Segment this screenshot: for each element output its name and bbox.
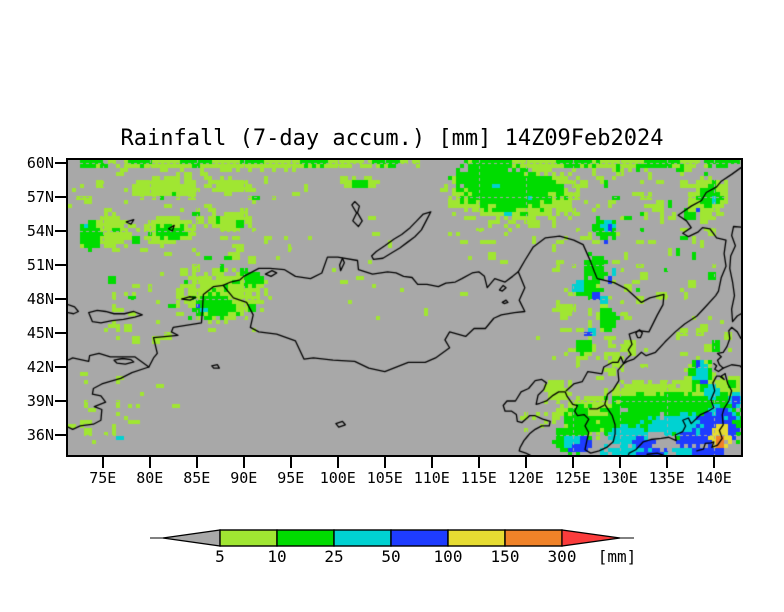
x-tick-mark (524, 457, 527, 468)
x-tick-mark (477, 457, 480, 468)
x-tick-mark (336, 457, 339, 468)
colorbar-segment (333, 529, 392, 547)
x-tick-mark (571, 457, 574, 468)
x-tick-mark (618, 457, 621, 468)
plot-title: Rainfall (7-day accum.) [mm] 14Z09Feb202… (120, 126, 664, 151)
colorbar-segment (447, 529, 506, 547)
x-tick-label: 110E (413, 469, 450, 487)
colorbar-segment (504, 529, 563, 547)
map-frame (66, 158, 743, 457)
y-tick-mark (55, 298, 66, 301)
x-tick-mark (101, 457, 104, 468)
y-tick-mark (55, 196, 66, 199)
colorbar-below-min-arrow (162, 529, 221, 547)
y-tick-mark (55, 264, 66, 267)
colorbar-segment (219, 529, 278, 547)
colorbar-unit-label: [mm] (597, 547, 637, 566)
x-tick-mark (430, 457, 433, 468)
colorbar-segment (390, 529, 449, 547)
x-tick-label: 80E (136, 469, 164, 487)
x-tick-mark (289, 457, 292, 468)
x-tick-mark (148, 457, 151, 468)
y-tick-mark (55, 230, 66, 233)
x-tick-label: 125E (554, 469, 591, 487)
x-tick-label: 140E (695, 469, 732, 487)
x-tick-label: 90E (230, 469, 258, 487)
y-tick-mark (55, 399, 66, 402)
colorbar-tick-label: 5 (215, 547, 225, 566)
map-canvas (68, 160, 741, 455)
colorbar-above-max-arrow (561, 529, 621, 547)
y-tick-label: 39N (26, 391, 54, 410)
x-tick-mark (383, 457, 386, 468)
colorbar-tick-label: 100 (433, 547, 463, 566)
x-tick-label: 105E (366, 469, 403, 487)
y-tick-label: 45N (26, 324, 54, 342)
y-tick-mark (55, 162, 66, 165)
colorbar-tick-label: 25 (324, 547, 344, 566)
colorbar-tick-label: 10 (267, 547, 287, 566)
x-tick-mark (242, 457, 245, 468)
y-tick-mark (55, 365, 66, 368)
colorbar-tick-label: 150 (490, 547, 520, 566)
x-tick-label: 85E (183, 469, 211, 487)
y-tick-label: 57N (26, 188, 54, 207)
colorbar-tick-label: 50 (381, 547, 401, 566)
x-tick-label: 135E (648, 469, 685, 487)
x-tick-mark (195, 457, 198, 468)
x-tick-mark (712, 457, 715, 468)
x-tick-label: 120E (507, 469, 544, 487)
colorbar-segment (276, 529, 335, 547)
x-tick-mark (665, 457, 668, 468)
x-tick-label: 75E (89, 469, 117, 487)
x-tick-label: 95E (277, 469, 305, 487)
x-tick-label: 130E (601, 469, 638, 487)
y-tick-label: 36N (26, 425, 54, 444)
x-tick-label: 100E (319, 469, 356, 487)
y-tick-mark (55, 433, 66, 436)
x-tick-label: 115E (460, 469, 497, 487)
y-tick-mark (55, 332, 66, 334)
y-tick-label: 60N (26, 154, 54, 173)
y-tick-label: 54N (26, 222, 54, 241)
colorbar-tick-label: 300 (547, 547, 577, 566)
y-tick-label: 42N (26, 357, 54, 376)
y-tick-label: 48N (26, 290, 54, 309)
y-tick-label: 51N (26, 256, 54, 275)
